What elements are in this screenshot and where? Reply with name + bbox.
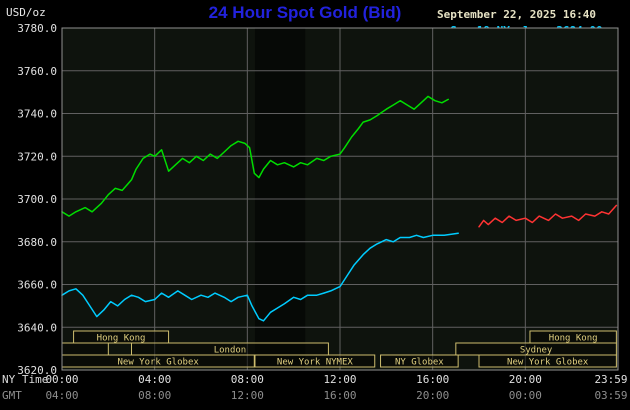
x-tick-label-gmt: 04:00 — [45, 389, 78, 402]
series-sep21-sunday — [478, 204, 618, 228]
x-tick-label-ny: 04:00 — [138, 373, 171, 386]
x-tick-label-gmt: 00:00 — [509, 389, 542, 402]
session-label: New York Globex — [118, 358, 200, 368]
y-tick-label: 3720.0 — [17, 150, 57, 163]
y-tick-label: 3760.0 — [17, 65, 57, 78]
x-tick-label-gmt: 16:00 — [323, 389, 356, 402]
x-tick-label-ny: 12:00 — [323, 373, 356, 386]
y-tick-label: 3660.0 — [17, 279, 57, 292]
session-box — [61, 342, 109, 356]
x-tick-label-gmt: 08:00 — [138, 389, 171, 402]
session-label: NY Globex — [395, 358, 444, 368]
y-tick-label: 3700.0 — [17, 193, 57, 206]
series-sep22-current — [61, 95, 449, 217]
timestamp: September 22, 2025 16:40 — [437, 8, 596, 21]
x-tick-label-ny: 08:00 — [231, 373, 264, 386]
x-tick-label-ny: 20:00 — [509, 373, 542, 386]
y-axis-units-label: USD/oz — [6, 6, 46, 19]
session-label: New York Globex — [507, 358, 589, 368]
y-tick-label: 3780.0 — [17, 22, 57, 35]
x-axis-row-label-nytime: NY Time — [2, 373, 49, 386]
session-label: New York NYMEX — [277, 358, 353, 368]
y-tick-label: 3680.0 — [17, 236, 57, 249]
x-tick-label-gmt: 03:59 — [594, 389, 627, 402]
plot-border — [61, 27, 619, 371]
session-label: Hong Kong — [97, 334, 146, 344]
y-tick-label: 3620.0 — [17, 364, 57, 377]
session-box — [73, 330, 170, 344]
x-tick-label-gmt: 12:00 — [231, 389, 264, 402]
x-axis-row-label-gmt: GMT — [2, 389, 22, 402]
session-box — [254, 354, 376, 368]
x-tick-label-ny: 23:59 — [594, 373, 627, 386]
y-tick-label: 3740.0 — [17, 108, 57, 121]
x-tick-label-ny: 16:00 — [416, 373, 449, 386]
y-tick-label: 3640.0 — [17, 321, 57, 334]
x-tick-label-gmt: 20:00 — [416, 389, 449, 402]
x-tick-label-ny: 00:00 — [45, 373, 78, 386]
chart-title: 24 Hour Spot Gold (Bid) — [208, 3, 402, 22]
session-box — [380, 354, 459, 368]
session-box — [478, 354, 617, 368]
session-label: Hong Kong — [549, 334, 598, 344]
series-sep19-ny-close — [61, 232, 459, 322]
session-label: Sydney — [520, 346, 553, 356]
session-label: London — [214, 346, 247, 356]
